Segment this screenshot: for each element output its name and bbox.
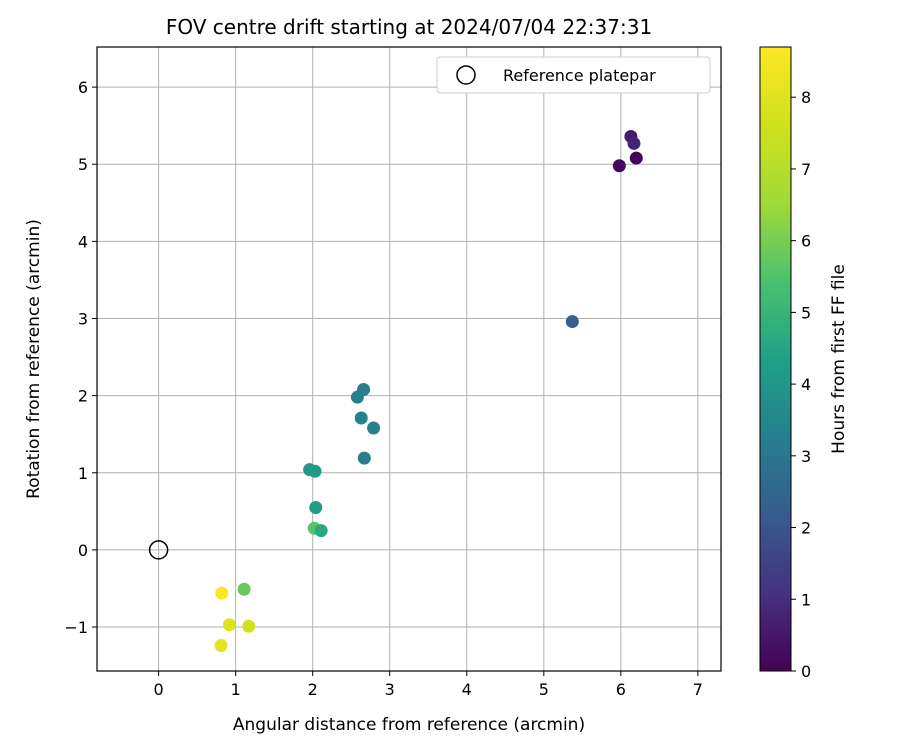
data-point (629, 151, 643, 165)
data-point (354, 411, 368, 425)
legend: Reference platepar (436, 56, 711, 94)
data-point (242, 619, 256, 633)
y-tick-label: 1 (78, 464, 88, 483)
axis-ticks: 0 1 2 3 4 5 6 7 −1 0 1 2 3 4 5 6 (64, 78, 703, 699)
legend-box (436, 56, 711, 94)
plot-area-frame (96, 46, 722, 672)
data-point (214, 639, 228, 653)
x-tick-label: 3 (385, 680, 395, 699)
colorbar-tick-label: 3 (801, 447, 811, 466)
x-tick-label: 0 (154, 680, 164, 699)
grid-lines (97, 47, 721, 671)
data-point (223, 618, 237, 632)
y-tick-label: 3 (78, 310, 88, 329)
x-tick-label: 1 (231, 680, 241, 699)
data-point (627, 136, 641, 150)
legend-reference-marker (456, 65, 476, 85)
reference-platepar-marker (148, 540, 169, 560)
data-point (237, 582, 251, 596)
data-point (314, 524, 328, 538)
y-tick-label: 4 (78, 232, 88, 251)
colorbar-tick-label: 0 (801, 662, 811, 681)
y-axis-title: Rotation from reference (arcmin) (24, 219, 44, 499)
colorbar-tick-label: 8 (801, 88, 811, 107)
colorbar-tick-label: 7 (801, 160, 811, 179)
x-tick-label: 2 (308, 680, 318, 699)
colorbar-ticks: 0 1 2 3 4 5 6 7 8 (791, 88, 811, 681)
x-tick-label: 6 (616, 680, 626, 699)
colorbar-tick-label: 1 (801, 590, 811, 609)
y-tick-label: 6 (78, 78, 88, 97)
colorbar: 0 1 2 3 4 5 6 7 8 Hours from first FF file (759, 46, 849, 681)
data-point (612, 159, 626, 173)
data-point (565, 315, 579, 329)
data-point (215, 586, 229, 600)
y-tick-label: −1 (64, 618, 88, 637)
colorbar-gradient (759, 46, 792, 672)
data-points (214, 129, 643, 653)
colorbar-title: Hours from first FF file (829, 264, 849, 454)
data-point (308, 464, 322, 478)
colorbar-tick-label: 5 (801, 303, 811, 322)
y-tick-label: 2 (78, 387, 88, 406)
x-axis-title: Angular distance from reference (arcmin) (233, 715, 585, 735)
x-tick-label: 7 (693, 680, 703, 699)
data-point (350, 390, 364, 404)
y-tick-label: 0 (78, 541, 88, 560)
colorbar-tick-label: 6 (801, 232, 811, 251)
data-point (309, 500, 323, 514)
legend-label: Reference platepar (503, 66, 656, 85)
x-tick-label: 5 (539, 680, 549, 699)
chart-title: FOV centre drift starting at 2024/07/04 … (166, 15, 652, 39)
x-tick-label: 4 (462, 680, 472, 699)
y-tick-label: 5 (78, 155, 88, 174)
data-point (357, 451, 371, 465)
colorbar-tick-label: 2 (801, 519, 811, 538)
data-point (367, 421, 381, 435)
colorbar-tick-label: 4 (801, 375, 811, 394)
